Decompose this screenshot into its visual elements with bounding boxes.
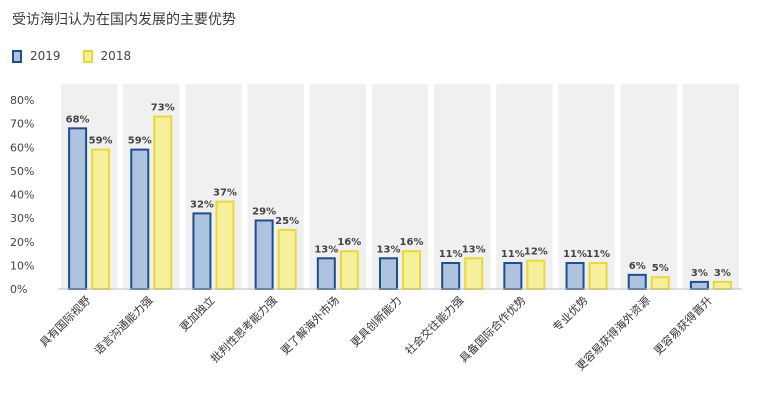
category-background [558, 84, 615, 289]
data-label-2018: 37% [213, 188, 237, 199]
x-tick-label: 更了解海外市场 [278, 293, 342, 357]
bar-2019 [254, 219, 274, 290]
x-tick-label: 具备国际合作优势 [456, 293, 528, 365]
bar-2018 [526, 259, 546, 290]
bar-2019 [565, 262, 585, 291]
legend-item-2019: 2019 [12, 49, 61, 63]
y-tick-label: 0% [10, 283, 27, 296]
x-tick-label: 语言沟通能力强 [91, 293, 155, 357]
data-label-2019: 68% [66, 114, 90, 125]
legend-swatch-2019 [12, 49, 22, 63]
bar-2018 [650, 276, 670, 290]
legend-label-2019: 2019 [30, 49, 61, 63]
data-label-2018: 16% [337, 237, 361, 248]
bar-2018 [712, 280, 732, 291]
y-tick-label: 10% [10, 259, 34, 272]
x-tick-label: 更加独立 [177, 293, 218, 334]
legend-swatch-2018 [82, 49, 93, 63]
x-tick-label: 更容易获得晋升 [651, 293, 715, 357]
data-label-2018: 13% [462, 244, 486, 255]
x-tick-label: 具有国际视野 [37, 293, 94, 350]
chart-legend: 2019 2018 [12, 49, 153, 63]
bar-2018 [464, 257, 484, 291]
data-label-2019: 6% [629, 261, 646, 272]
bar-2019 [441, 262, 461, 291]
x-tick-label: 更具创新能力 [348, 293, 405, 350]
data-label-2019: 32% [190, 199, 214, 210]
data-label-2018: 25% [275, 216, 299, 227]
category-background [496, 84, 553, 289]
data-label-2018: 5% [652, 263, 669, 274]
y-tick-label: 20% [10, 236, 34, 249]
data-label-2018: 12% [524, 247, 548, 258]
category-background [620, 84, 677, 289]
bar-2018 [215, 200, 235, 290]
data-label-2019: 13% [377, 244, 401, 255]
data-label-2019: 13% [314, 244, 338, 255]
bar-2018 [402, 250, 421, 290]
data-label-2018: 73% [151, 103, 175, 114]
x-tick-label: 专业优势 [550, 293, 591, 334]
legend-label-2018: 2018 [100, 49, 132, 63]
bar-2018 [153, 115, 173, 290]
bar-2019 [503, 262, 523, 291]
data-label-2019: 11% [563, 249, 587, 260]
legend-item-2018: 2018 [82, 49, 132, 63]
chart-title: 受访海归认为在国内发展的主要优势 [12, 12, 236, 28]
data-label-2019: 11% [439, 249, 463, 260]
y-tick-label: 60% [10, 141, 34, 154]
data-label-2019: 59% [128, 136, 152, 147]
data-label-2018: 11% [586, 249, 610, 260]
category-background [682, 84, 739, 289]
bar-2019 [68, 127, 88, 290]
bar-2019 [627, 273, 647, 291]
bar-2019 [689, 280, 709, 291]
bar-2019 [192, 212, 212, 290]
y-tick-label: 50% [10, 165, 34, 178]
y-tick-label: 80% [10, 94, 34, 107]
x-tick-label: 批判性思考能力强 [208, 293, 280, 365]
data-label-2018: 59% [89, 136, 113, 147]
y-tick-label: 40% [10, 189, 34, 202]
bar-2019 [316, 257, 336, 291]
bar-2018 [91, 148, 111, 290]
data-label-2018: 3% [714, 268, 731, 279]
data-label-2019: 3% [691, 268, 708, 279]
bar-2018 [588, 262, 608, 291]
data-label-2018: 16% [400, 237, 424, 248]
y-tick-label: 30% [10, 212, 34, 225]
bar-2019 [130, 148, 150, 290]
bar-2019 [379, 257, 398, 291]
bar-2018 [277, 228, 297, 290]
data-label-2019: 29% [252, 206, 276, 217]
category-background [434, 84, 491, 289]
x-tick-label: 社会交往能力强 [402, 293, 466, 357]
y-tick-label: 70% [10, 118, 34, 131]
bar-2018 [339, 250, 359, 290]
data-label-2019: 11% [501, 249, 525, 260]
